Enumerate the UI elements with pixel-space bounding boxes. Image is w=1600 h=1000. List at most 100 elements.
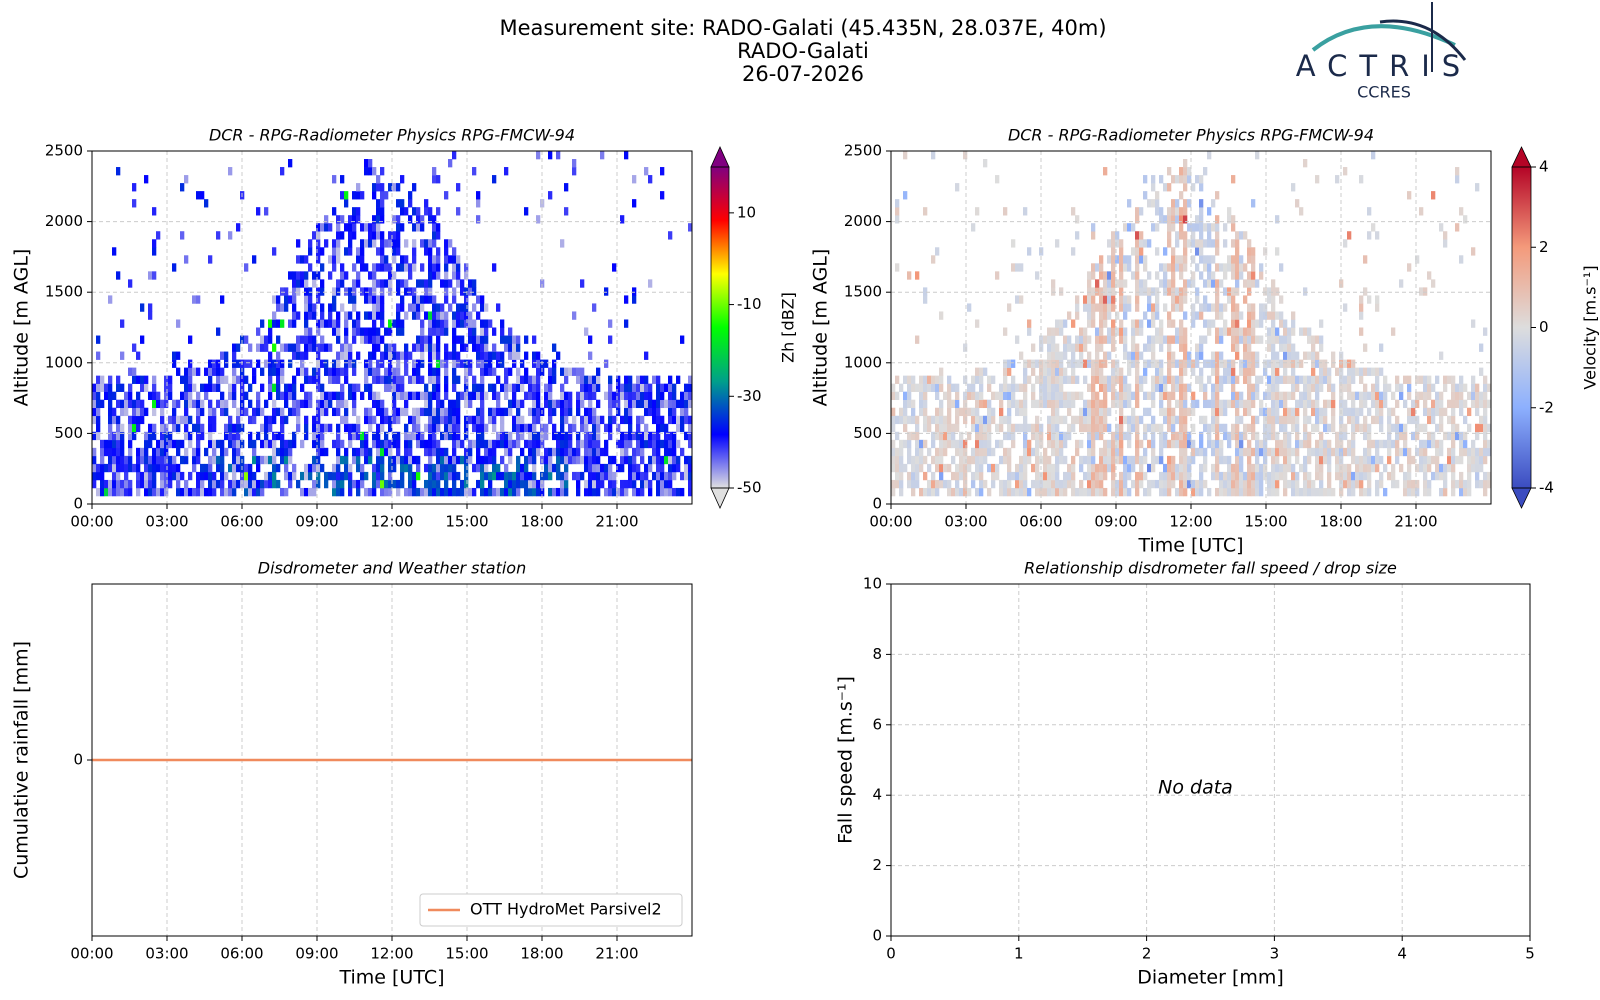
radar-cell [1055,471,1060,481]
radar-cell [192,463,197,473]
radar-cell [979,375,984,384]
radar-cell [428,447,433,457]
radar-cell [164,391,169,401]
radar-cell [448,255,453,264]
radar-cell [536,431,541,441]
radar-cell [400,479,405,489]
radar-cell [584,439,589,449]
radar-cell [1279,439,1284,449]
radar-cell [1171,207,1176,216]
radar-cell [576,487,581,497]
radar-cell [384,383,389,392]
radar-cell [1351,415,1356,425]
radar-cell [987,431,992,441]
radar-cell [108,383,113,392]
radar-cell [452,415,457,425]
radar-cell [1167,311,1172,320]
radar-cell [324,343,329,352]
radar-cell [935,431,940,441]
radar-cell [939,455,944,465]
radar-cell [1155,311,1160,320]
radar-cell [436,327,441,336]
radar-cell [1479,415,1484,425]
radar-cell [1223,367,1228,376]
radar-cell [963,391,968,401]
radar-cell [1183,255,1188,264]
radar-cell [1235,335,1240,344]
radar-cell [1387,407,1392,417]
radar-cell [1175,399,1180,409]
radar-cell [1043,359,1048,368]
radar-cell [1403,423,1408,433]
radar-cell [1355,479,1360,489]
radar-cell [292,351,297,360]
radar-cell [1291,479,1296,489]
radar-cell [1035,439,1040,449]
radar-cell [580,279,585,288]
radar-cell [272,431,277,441]
radar-cell [1311,407,1316,417]
radar-cell [220,439,225,449]
radar-cell [428,487,433,497]
radar-cell [360,287,365,296]
radar-cell [1299,375,1304,384]
radar-cell [484,423,489,433]
radar-cell [1263,431,1268,441]
radar-cell [1075,303,1080,312]
radar-cell [452,343,457,352]
radar-cell [1071,207,1076,216]
radar-cell [208,479,213,489]
radar-cell [895,375,900,384]
radar-cell [140,303,145,312]
radar-cell [955,391,960,401]
radar-cell [340,479,345,489]
radar-cell [276,351,281,360]
radar-cell [268,359,273,368]
radar-cell [380,487,385,497]
radar-cell [1199,367,1204,376]
radar-cell [1119,487,1124,497]
radar-cell [1119,423,1124,433]
radar-cell [1027,423,1032,433]
radar-cell [1367,439,1372,449]
radar-cell [148,479,153,489]
radar-cell [907,471,912,481]
radar-cell [356,415,361,425]
radar-cell [1151,447,1156,457]
radar-cell [184,175,189,184]
radar-cell [1367,207,1372,216]
radar-cell [428,423,433,433]
radar-cell [224,375,229,384]
radar-cell [1119,255,1124,264]
radar-cell [1223,239,1228,248]
radar-cell [136,447,141,457]
radar-cell [448,279,453,288]
radar-cell [556,399,561,409]
radar-cell [1255,447,1260,457]
radar-cell [648,431,653,441]
radar-cell [348,479,353,489]
radar-cell [384,447,389,457]
radar-cell [1043,479,1048,489]
radar-cell [1147,479,1152,489]
radar-cell [528,439,533,449]
radar-cell [1131,463,1136,473]
radar-cell [312,487,317,497]
radar-cell [320,247,325,256]
radar-cell [951,455,956,465]
radar-cell [1231,311,1236,320]
radar-cell [304,343,309,352]
radar-cell [1063,471,1068,481]
y-tick-label: 4 [872,786,882,804]
radar-cell [1231,215,1236,224]
radar-cell [408,455,413,465]
radar-cell [356,423,361,433]
radar-cell [236,423,241,433]
radar-cell [1439,487,1444,497]
radar-cell [1387,447,1392,457]
radar-cell [1111,343,1116,352]
radar-cell [652,399,657,409]
radar-cell [1459,431,1464,441]
radar-cell [236,455,241,465]
radar-cell [432,343,437,352]
